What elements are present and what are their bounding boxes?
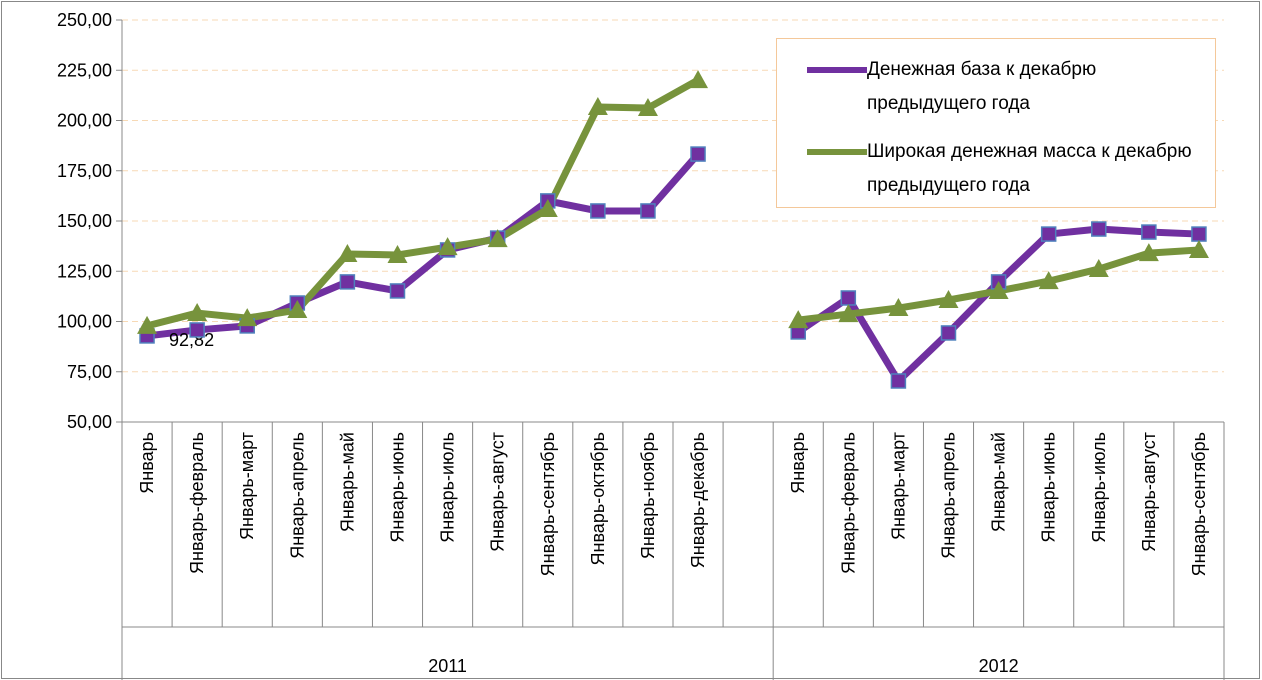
- marker: [387, 244, 408, 263]
- marker: [437, 237, 458, 256]
- marker: [237, 308, 258, 327]
- marker: [487, 229, 508, 248]
- x-tick-label: Январь-сентябрь: [538, 432, 558, 576]
- legend-label: Денежная база к декабрю предыдущего года: [867, 59, 1097, 114]
- x-tick-label: Январь-ноябрь: [638, 432, 658, 559]
- marker: [838, 304, 859, 323]
- marker: [287, 300, 308, 319]
- x-tick-label: Январь-август: [1139, 432, 1159, 552]
- marker: [1040, 226, 1057, 242]
- marker: [1091, 221, 1107, 237]
- legend-swatch: [807, 149, 867, 155]
- marker: [1188, 239, 1209, 258]
- x-tick-label: Январь-июль: [1089, 432, 1109, 543]
- x-tick-label: Январь-февраль: [838, 432, 858, 574]
- x-tick-label: Январь-апрель: [287, 432, 307, 559]
- legend: Денежная база к декабрю предыдущего года…: [776, 38, 1216, 208]
- marker: [339, 274, 356, 290]
- marker: [590, 203, 606, 219]
- x-tick-label: Январь-июнь: [1039, 432, 1059, 543]
- marker: [587, 97, 608, 116]
- marker: [988, 280, 1009, 299]
- marker: [137, 315, 158, 334]
- marker: [788, 310, 809, 329]
- marker: [690, 146, 706, 162]
- y-tick-label: 225,00: [57, 60, 112, 80]
- marker: [337, 243, 358, 262]
- marker: [637, 98, 658, 117]
- x-tick-label: Январь-май: [337, 432, 357, 532]
- marker: [640, 203, 656, 219]
- legend-swatch: [807, 67, 867, 73]
- group-label: 2011: [428, 656, 467, 676]
- marker: [1191, 226, 1207, 242]
- x-tick-label: Январь-июль: [438, 432, 458, 543]
- marker: [187, 303, 208, 322]
- y-tick-label: 175,00: [57, 161, 112, 181]
- marker: [840, 290, 857, 306]
- marker: [940, 325, 957, 341]
- x-tick-label: Январь-октябрь: [588, 432, 608, 565]
- y-tick-label: 50,00: [67, 412, 112, 432]
- x-tick-label: Январь-август: [488, 432, 508, 552]
- legend-label: Широкая денежная масса к декабрю предыду…: [867, 141, 1192, 196]
- marker: [1038, 271, 1059, 290]
- x-tick-label: Январь-февраль: [187, 432, 207, 574]
- marker: [938, 289, 959, 308]
- marker: [189, 322, 205, 338]
- marker: [389, 283, 406, 299]
- y-tick-label: 125,00: [57, 261, 112, 281]
- x-tick-label: Январь-апрель: [939, 432, 959, 559]
- marker: [1138, 243, 1159, 262]
- y-tick-label: 200,00: [57, 111, 112, 131]
- marker: [1141, 224, 1157, 240]
- x-tick-label: Январь-март: [888, 432, 908, 540]
- y-tick-label: 75,00: [67, 362, 112, 382]
- x-tick-label: Январь-июнь: [388, 432, 408, 543]
- marker: [537, 198, 558, 217]
- marker: [888, 298, 909, 317]
- x-tick-label: Январь-сентябрь: [1189, 432, 1209, 576]
- y-tick-label: 100,00: [57, 312, 112, 332]
- x-tick-label: Январь: [788, 432, 808, 494]
- marker: [688, 70, 709, 89]
- group-label: 2012: [979, 656, 1019, 676]
- marker: [890, 373, 907, 389]
- x-tick-label: Январь-март: [237, 432, 257, 540]
- marker: [1088, 259, 1109, 278]
- x-tick-label: Январь-май: [989, 432, 1009, 532]
- x-tick-label: Январь-декабрь: [688, 432, 708, 568]
- x-tick-label: Январь: [137, 432, 157, 494]
- y-tick-label: 250,00: [57, 10, 112, 30]
- y-tick-label: 150,00: [57, 211, 112, 231]
